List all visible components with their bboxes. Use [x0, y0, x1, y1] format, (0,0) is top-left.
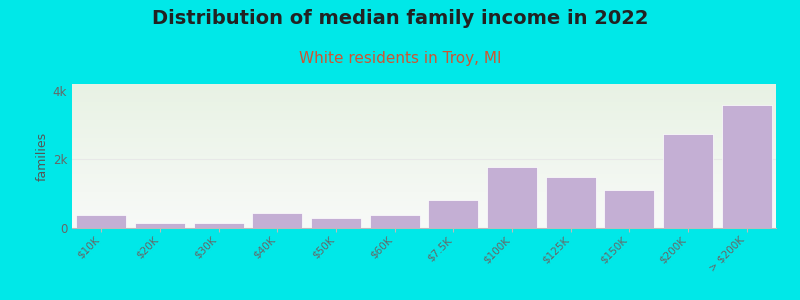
Bar [722, 105, 771, 228]
Bar [253, 213, 302, 228]
Bar [370, 215, 419, 228]
Bar [194, 223, 243, 228]
Text: Distribution of median family income in 2022: Distribution of median family income in … [152, 9, 648, 28]
Y-axis label: families: families [35, 131, 49, 181]
Bar [311, 218, 361, 228]
Bar [605, 190, 654, 228]
Bar [135, 223, 185, 228]
Bar [77, 215, 126, 228]
Bar [487, 167, 537, 228]
Bar [429, 200, 478, 228]
Bar [663, 134, 713, 228]
Text: White residents in Troy, MI: White residents in Troy, MI [298, 51, 502, 66]
Bar [546, 177, 595, 228]
